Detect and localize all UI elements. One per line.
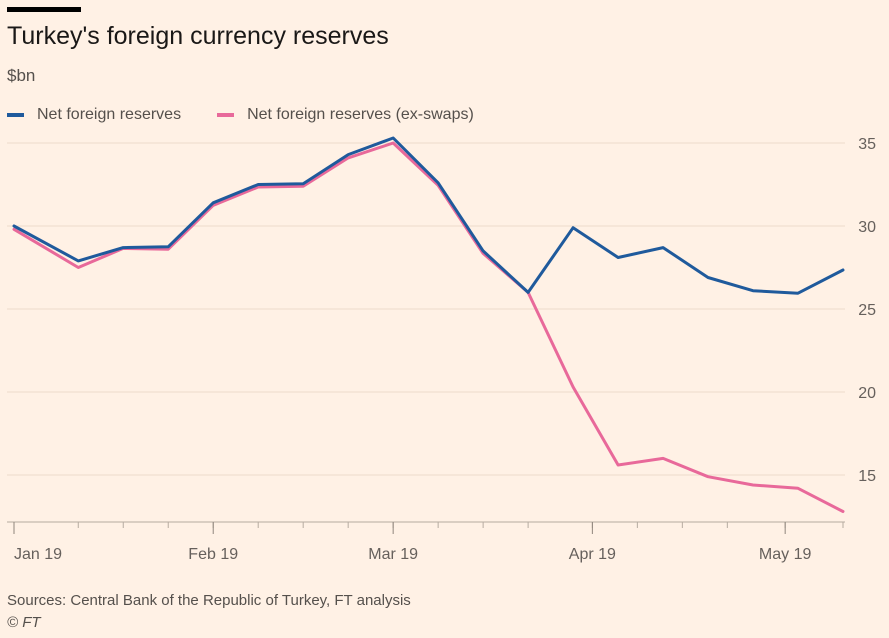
series-line-ex-swaps xyxy=(12,141,845,513)
series-lines xyxy=(12,136,845,513)
legend-item-net-reserves: Net foreign reserves xyxy=(7,106,181,124)
x-tick-label: Jan 19 xyxy=(14,546,62,563)
x-tick-label: Mar 19 xyxy=(368,546,418,563)
x-tick-label: Apr 19 xyxy=(569,546,616,563)
legend-label-ex-swaps: Net foreign reserves (ex-swaps) xyxy=(247,106,474,123)
legend: Net foreign reserves Net foreign reserve… xyxy=(7,106,510,124)
y-tick-label: 30 xyxy=(858,219,876,236)
legend-swatch-net-reserves xyxy=(7,113,24,117)
y-gridlines xyxy=(7,142,845,476)
copyright: © FT xyxy=(7,614,41,631)
legend-swatch-ex-swaps xyxy=(217,113,235,117)
legend-item-ex-swaps: Net foreign reserves (ex-swaps) xyxy=(217,106,474,124)
y-tick-label: 20 xyxy=(858,385,876,402)
y-tick-label: 25 xyxy=(858,302,876,319)
y-tick-label: 15 xyxy=(858,468,876,485)
chart-title: Turkey's foreign currency reserves xyxy=(7,22,389,50)
x-axis: Jan 19 Feb 19 Mar 19 Apr 19 May 19 xyxy=(7,521,845,563)
y-tick-label: 35 xyxy=(858,136,876,153)
series-line-net-reserves xyxy=(12,136,845,295)
legend-label-net-reserves: Net foreign reserves xyxy=(37,106,182,123)
x-tick-label: Feb 19 xyxy=(188,546,238,563)
brand-bar xyxy=(7,7,81,12)
y-tick-labels: 15 20 25 30 35 xyxy=(858,136,876,485)
unit-label: $bn xyxy=(7,66,36,85)
x-tick-label: May 19 xyxy=(759,546,812,563)
source-note: Sources: Central Bank of the Republic of… xyxy=(7,592,411,609)
